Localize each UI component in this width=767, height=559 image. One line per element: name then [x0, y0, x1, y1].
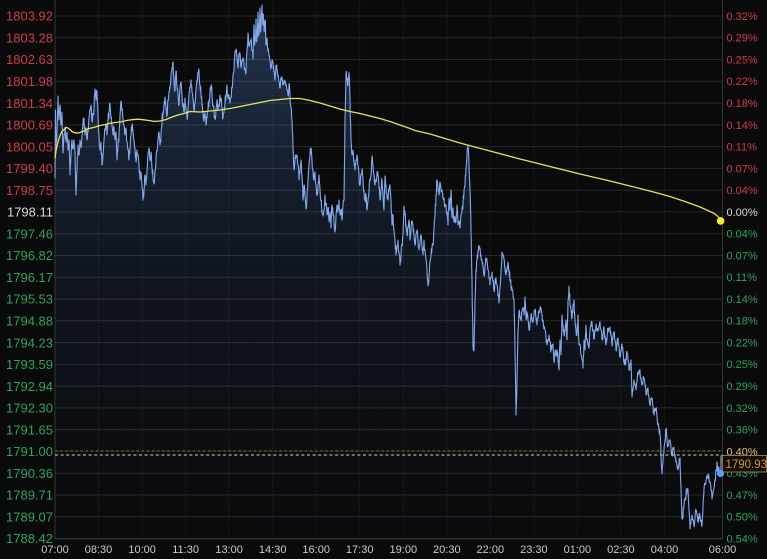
svg-text:0.22%: 0.22% — [727, 76, 758, 88]
svg-text:1791.65: 1791.65 — [6, 422, 53, 437]
svg-text:0.32%: 0.32% — [727, 403, 758, 415]
svg-text:1790.36: 1790.36 — [6, 466, 53, 481]
svg-text:0.50%: 0.50% — [727, 512, 758, 524]
svg-text:1800.69: 1800.69 — [6, 118, 53, 133]
svg-text:17:30: 17:30 — [346, 544, 374, 556]
svg-text:1798.75: 1798.75 — [6, 183, 53, 198]
svg-text:1803.92: 1803.92 — [6, 9, 53, 24]
svg-text:0.14%: 0.14% — [727, 294, 758, 306]
svg-text:0.14%: 0.14% — [727, 120, 758, 132]
svg-text:1799.40: 1799.40 — [6, 161, 53, 176]
svg-text:1798.11: 1798.11 — [7, 205, 53, 220]
svg-text:0.25%: 0.25% — [727, 54, 758, 66]
svg-text:1801.98: 1801.98 — [6, 74, 53, 89]
svg-text:1800.05: 1800.05 — [6, 139, 53, 154]
svg-text:1802.63: 1802.63 — [6, 52, 53, 67]
svg-text:1794.88: 1794.88 — [6, 314, 53, 329]
svg-text:16:00: 16:00 — [302, 544, 330, 556]
svg-text:1793.59: 1793.59 — [6, 357, 53, 372]
svg-text:0.07%: 0.07% — [727, 163, 758, 175]
svg-text:14:30: 14:30 — [259, 544, 287, 556]
svg-text:1790.93: 1790.93 — [726, 459, 767, 471]
svg-text:1797.46: 1797.46 — [6, 226, 53, 241]
svg-text:22:00: 22:00 — [477, 544, 505, 556]
svg-text:08:30: 08:30 — [85, 544, 113, 556]
svg-text:1796.17: 1796.17 — [6, 270, 53, 285]
svg-text:0.11%: 0.11% — [727, 272, 758, 284]
svg-text:13:00: 13:00 — [215, 544, 243, 556]
svg-text:1803.28: 1803.28 — [6, 31, 53, 46]
svg-text:0.36%: 0.36% — [727, 425, 758, 437]
svg-text:0.54%: 0.54% — [727, 533, 758, 545]
svg-text:20:30: 20:30 — [433, 544, 461, 556]
svg-text:01:00: 01:00 — [564, 544, 592, 556]
svg-text:07:00: 07:00 — [41, 544, 69, 556]
svg-text:1795.53: 1795.53 — [6, 292, 53, 307]
svg-text:1789.07: 1789.07 — [6, 509, 53, 524]
svg-text:1792.30: 1792.30 — [6, 401, 53, 416]
svg-text:0.18%: 0.18% — [727, 316, 758, 328]
svg-text:0.07%: 0.07% — [727, 250, 758, 262]
svg-text:0.25%: 0.25% — [727, 359, 758, 371]
svg-text:11:30: 11:30 — [172, 544, 199, 556]
svg-text:1791.00: 1791.00 — [6, 444, 53, 459]
svg-text:1794.23: 1794.23 — [6, 335, 53, 350]
svg-text:0.18%: 0.18% — [727, 98, 758, 110]
svg-text:0.22%: 0.22% — [727, 338, 758, 350]
svg-text:06:00: 06:00 — [709, 544, 737, 556]
svg-text:19:00: 19:00 — [390, 544, 418, 556]
svg-text:1788.42: 1788.42 — [6, 531, 53, 546]
svg-text:02:30: 02:30 — [607, 544, 635, 556]
svg-text:1801.34: 1801.34 — [6, 96, 53, 111]
svg-text:0.00%: 0.00% — [727, 207, 758, 219]
svg-text:23:30: 23:30 — [520, 544, 548, 556]
svg-text:1789.71: 1789.71 — [6, 488, 53, 503]
svg-text:1792.94: 1792.94 — [6, 379, 53, 394]
svg-text:0.11%: 0.11% — [727, 142, 758, 154]
svg-text:04:00: 04:00 — [651, 544, 679, 556]
svg-text:0.29%: 0.29% — [727, 33, 758, 45]
svg-text:0.47%: 0.47% — [727, 490, 758, 502]
svg-text:0.04%: 0.04% — [727, 185, 758, 197]
svg-text:1796.82: 1796.82 — [6, 248, 53, 263]
svg-text:0.29%: 0.29% — [727, 381, 758, 393]
svg-text:0.32%: 0.32% — [727, 11, 758, 23]
svg-text:10:00: 10:00 — [128, 544, 156, 556]
svg-text:0.04%: 0.04% — [727, 229, 758, 241]
